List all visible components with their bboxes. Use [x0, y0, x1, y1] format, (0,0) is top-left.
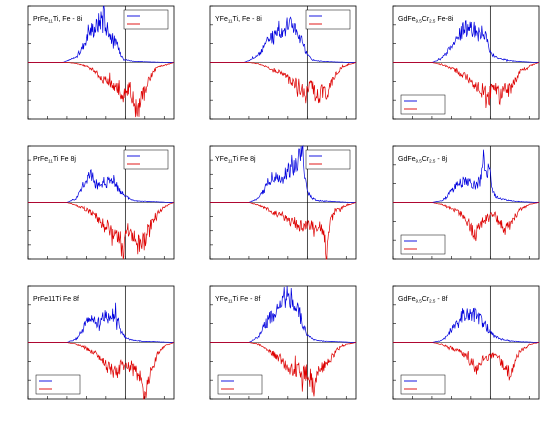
legend-box: [305, 9, 351, 30]
panel-label: PrFe11Ti Fe 8f: [33, 296, 79, 303]
pdos-panel-8: YFe11Ti Fe - 8f: [209, 285, 357, 400]
panel-label-part: 9.5: [416, 299, 423, 304]
panel-label-part: PrFe: [33, 156, 48, 163]
panel-label: PrFe11Ti, Fe - 8i: [33, 16, 83, 24]
panel-label-part: Ti, Fe - 8i: [233, 16, 263, 23]
panel-label-part: Ti, Fe - 8i: [53, 16, 83, 23]
pdos-panel-5: YFe11Ti Fe 8j: [209, 144, 357, 260]
legend-box: [400, 94, 446, 115]
panel-label-part: 2.5: [429, 299, 436, 304]
pdos-panel-4: PrFe11Ti Fe 8j: [27, 145, 175, 260]
legend: [400, 94, 446, 115]
series-spin-dn-line: [28, 202, 175, 260]
panel-label-part: 2.5: [429, 159, 436, 164]
panel-label-part: 11: [48, 159, 53, 164]
pdos-panel-9: GdFe9.5Cr2.5 - 8f: [392, 285, 540, 400]
legend-box: [400, 234, 446, 255]
legend: [305, 149, 351, 170]
series-spin-dn-line: [210, 62, 357, 104]
panel-label-part: YFe: [215, 296, 228, 303]
panel-label: YFe11Ti, Fe - 8i: [215, 16, 262, 24]
legend-box: [35, 374, 81, 395]
panel-label: GdFe9.5Cr2.5 - 8j: [398, 156, 448, 164]
legend: [123, 149, 169, 170]
legend-box: [400, 374, 446, 395]
panel-label-part: GdFe: [398, 296, 416, 303]
pdos-panel-1: PrFe11Ti, Fe - 8i: [27, 5, 175, 120]
panel-label-part: 9.5: [416, 19, 423, 24]
legend: [217, 374, 263, 395]
pdos-panel-7: PrFe11Ti Fe 8f: [27, 285, 175, 400]
legend-box: [217, 374, 263, 395]
series-spin-dn-line: [210, 342, 357, 397]
series-spin-dn-line: [393, 342, 540, 381]
series-spin-dn-line: [210, 202, 357, 260]
panel-label: PrFe11Ti Fe 8j: [33, 156, 76, 164]
pdos-panel-3: GdFe9.5Cr2.5 Fe-8i: [392, 5, 540, 120]
panel-label-part: 11: [228, 19, 233, 24]
panel-label-part: YFe: [215, 16, 228, 23]
panel-label-part: Cr: [422, 16, 430, 23]
panel-label-part: Cr: [422, 156, 430, 163]
panel-label: YFe11Ti Fe - 8f: [215, 296, 260, 304]
legend: [400, 374, 446, 395]
panel-label-part: Ti Fe 8j: [53, 156, 77, 163]
series-spin-dn-line: [393, 202, 540, 242]
panel-label-part: - 8f: [435, 296, 447, 303]
panel-label-part: - 8j: [435, 156, 447, 163]
series-spin-dn-line: [28, 62, 175, 118]
pdos-panel-2: YFe11Ti, Fe - 8i: [209, 5, 357, 120]
panel-label-part: 9.5: [416, 159, 423, 164]
panel-label-part: PrFe: [33, 16, 48, 23]
panel-label-part: PrFe11Ti Fe 8f: [33, 296, 79, 303]
legend-box: [123, 149, 169, 170]
legend-box: [123, 9, 169, 30]
legend: [400, 234, 446, 255]
panel-label-part: Ti Fe 8j: [233, 156, 257, 163]
panel-label-part: GdFe: [398, 156, 416, 163]
panel-label: GdFe9.5Cr2.5 - 8f: [398, 296, 448, 304]
legend-box: [305, 149, 351, 170]
panel-label-part: Cr: [422, 296, 430, 303]
series-spin-dn-line: [393, 62, 540, 109]
series-spin-dn-line: [28, 342, 175, 400]
panel-label-part: Fe-8i: [435, 16, 453, 23]
panel-label-part: YFe: [215, 156, 228, 163]
panel-label: YFe11Ti Fe 8j: [215, 156, 256, 164]
panel-label-part: 11: [228, 299, 233, 304]
legend: [305, 9, 351, 30]
panel-label-part: 11: [48, 19, 53, 24]
panel-label-part: GdFe: [398, 16, 416, 23]
legend: [35, 374, 81, 395]
panel-label-part: Ti Fe - 8f: [233, 296, 261, 303]
panel-label: GdFe9.5Cr2.5 Fe-8i: [398, 16, 454, 24]
panel-label-part: 2.5: [429, 19, 436, 24]
legend: [123, 9, 169, 30]
pdos-panel-6: GdFe9.5Cr2.5 - 8j: [392, 145, 540, 260]
panel-label-part: 11: [228, 159, 233, 164]
